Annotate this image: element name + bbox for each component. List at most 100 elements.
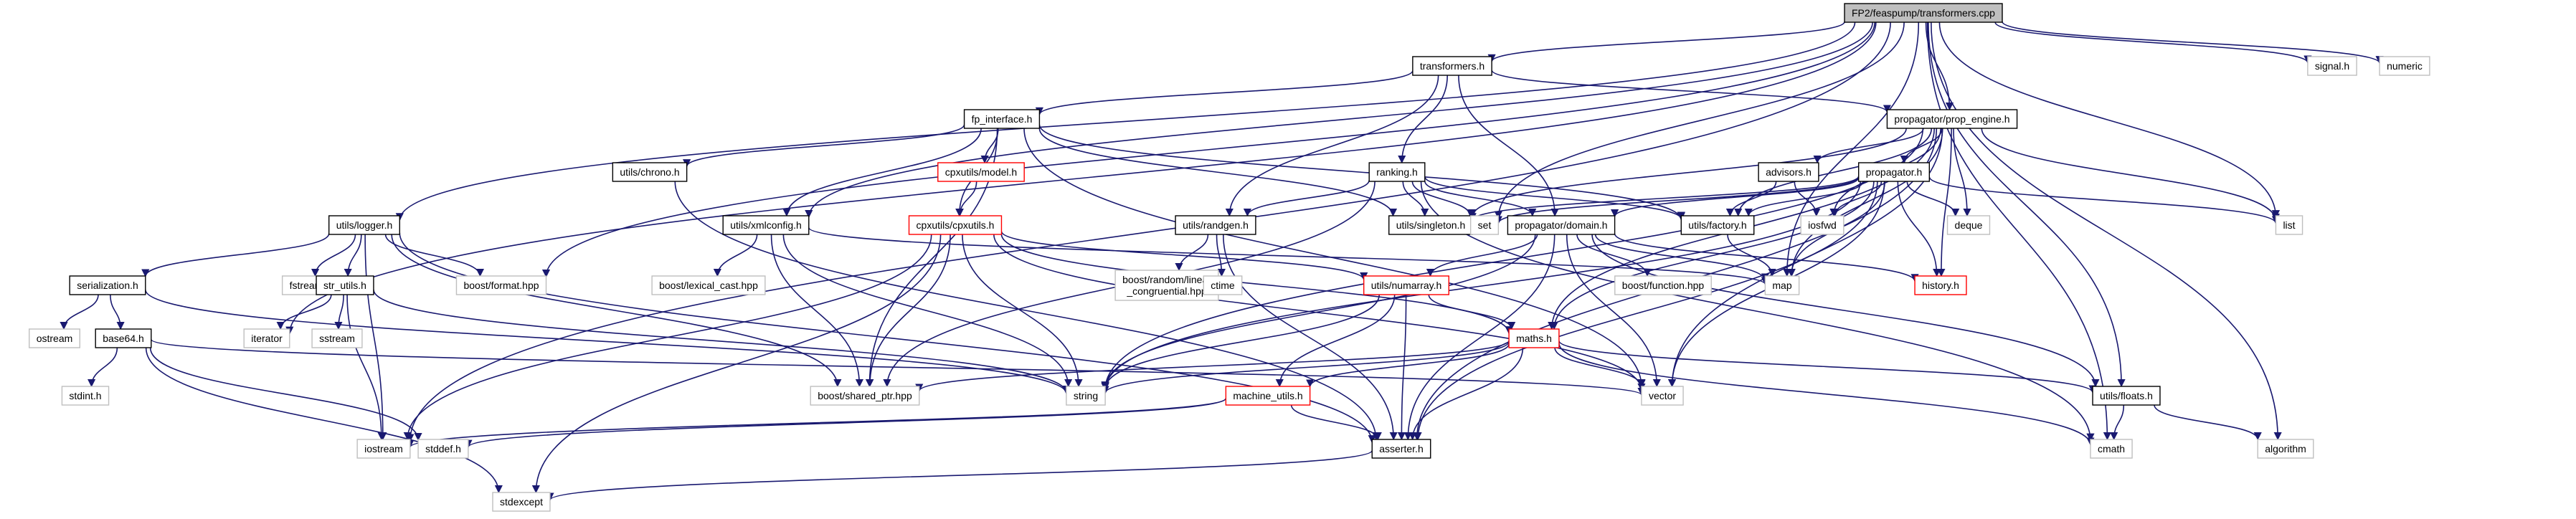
node-box	[1914, 275, 1967, 295]
node-transformers[interactable]: transformers.h	[1412, 56, 1492, 76]
node-numeric[interactable]: numeric	[2379, 56, 2430, 76]
node-stdint[interactable]: stdint.h	[61, 386, 110, 406]
node-label: str_utils.h	[323, 280, 366, 291]
edge-root-to-algorithm	[1931, 22, 2282, 441]
node-iosfwd[interactable]: iosfwd	[1800, 215, 1845, 235]
node-label: iosfwd	[1808, 219, 1837, 231]
node-xmlconfig[interactable]: utils/xmlconfig.h	[722, 215, 810, 235]
edge-ranking-to-singleton	[1402, 181, 1429, 217]
node-label: base64.h	[103, 333, 144, 344]
node-ctime[interactable]: ctime	[1203, 275, 1243, 295]
edge-prop-engine-to-list	[1981, 128, 2280, 222]
node-model[interactable]: cpxutils/model.h	[937, 162, 1025, 182]
node-vector[interactable]: vector	[1641, 386, 1684, 406]
node-deque[interactable]: deque	[1946, 215, 1991, 235]
node-boost-function[interactable]: boost/function.hpp	[1614, 275, 1712, 295]
node-label: set	[1478, 219, 1492, 231]
node-box	[1946, 215, 1991, 235]
edge-transformers-to-prop-engine	[1491, 70, 1891, 113]
node-domain[interactable]: propagator/domain.h	[1507, 215, 1616, 235]
node-boost-shared[interactable]: boost/shared_ptr.hpp	[810, 386, 920, 406]
node-string[interactable]: string	[1066, 386, 1106, 406]
node-boost-random[interactable]: boost/random/linear _congruential.hpp	[1114, 270, 1219, 301]
node-fp-interface[interactable]: fp_interface.h	[963, 109, 1041, 129]
node-cmath[interactable]: cmath	[2090, 439, 2133, 459]
node-box	[2090, 439, 2133, 459]
node-randgen[interactable]: utils/randgen.h	[1175, 215, 1256, 235]
node-stddef[interactable]: stddef.h	[417, 439, 469, 459]
node-label: map	[1772, 280, 1791, 291]
node-base64[interactable]: base64.h	[95, 328, 152, 348]
node-sstream[interactable]: sstream	[311, 328, 363, 348]
node-label: asserter.h	[1379, 443, 1423, 454]
edge-model-to-cpxutils	[955, 181, 977, 217]
edge-numarray-to-machine-utils	[1275, 294, 1396, 388]
edge-fp-interface-to-singleton	[1038, 128, 1397, 217]
node-box	[1469, 215, 1500, 235]
node-serialization[interactable]: serialization.h	[69, 275, 146, 295]
node-map[interactable]: map	[1764, 275, 1800, 295]
node-str-utils[interactable]: str_utils.h	[316, 275, 374, 295]
node-boost-format[interactable]: boost/format.hpp	[455, 275, 547, 295]
node-prop-engine[interactable]: propagator/prop_engine.h	[1886, 109, 2018, 129]
node-layer: FP2/feaspump/transformers.cpp transformer…	[29, 3, 2430, 512]
node-asserter[interactable]: asserter.h	[1371, 439, 1431, 459]
node-algorithm[interactable]: algorithm	[2257, 439, 2314, 459]
node-box	[612, 162, 688, 182]
node-box	[908, 215, 1003, 235]
node-label: boost/random/linear _congruential.hpp	[1122, 274, 1211, 297]
node-logger[interactable]: utils/logger.h	[328, 215, 401, 235]
node-box	[311, 328, 363, 348]
node-chrono[interactable]: utils/chrono.h	[612, 162, 688, 182]
node-stdexcept[interactable]: stdexcept	[492, 492, 551, 512]
edge-str-utils-to-string	[373, 289, 1071, 394]
edge-logger-to-iostream	[364, 234, 387, 441]
node-numarray[interactable]: utils/numarray.h	[1363, 275, 1449, 295]
node-iterator[interactable]: iterator	[243, 328, 290, 348]
node-boost-lexical[interactable]: boost/lexical_cast.hpp	[651, 275, 766, 295]
node-label: utils/floats.h	[2100, 390, 2153, 401]
node-machine-utils[interactable]: machine_utils.h	[1225, 386, 1311, 406]
edge-serialization-to-base64	[110, 294, 125, 330]
node-box	[492, 492, 551, 512]
node-label: cpxutils/cpxutils.h	[917, 219, 995, 231]
node-signal[interactable]: signal.h	[2307, 56, 2357, 76]
node-label: stddef.h	[425, 443, 461, 454]
node-ostream[interactable]: ostream	[29, 328, 80, 348]
node-maths[interactable]: maths.h	[1508, 328, 1560, 348]
edge-prop-engine-to-map	[1787, 128, 1943, 277]
node-cpxutils[interactable]: cpxutils/cpxutils.h	[908, 215, 1003, 235]
edge-base64-to-stdint	[87, 347, 118, 388]
node-history[interactable]: history.h	[1914, 275, 1967, 295]
node-label: utils/logger.h	[336, 219, 393, 231]
node-factory[interactable]: utils/factory.h	[1680, 215, 1755, 235]
node-ranking[interactable]: ranking.h	[1368, 162, 1426, 182]
edge-root-to-transformers	[1487, 21, 1845, 62]
edge-randgen-to-boost-random	[1175, 234, 1209, 272]
node-box	[29, 328, 80, 348]
node-label: utils/singleton.h	[1396, 219, 1466, 231]
node-singleton[interactable]: utils/singleton.h	[1388, 215, 1473, 235]
node-box	[1857, 162, 1931, 182]
node-box	[328, 215, 401, 235]
node-label: boost/shared_ptr.hpp	[818, 390, 912, 401]
node-box	[2275, 215, 2303, 235]
edge-propagator-to-factory	[1744, 181, 1864, 217]
node-iostream[interactable]: iostream	[356, 439, 411, 459]
edge-numarray-to-maths	[1428, 294, 1516, 330]
node-box	[1758, 162, 1819, 182]
node-advisors[interactable]: advisors.h	[1758, 162, 1819, 182]
edge-cpxutils-to-stdexcept	[531, 234, 942, 494]
node-list[interactable]: list	[2275, 215, 2303, 235]
node-floats[interactable]: utils/floats.h	[2092, 386, 2161, 406]
node-label: iostream	[364, 443, 403, 454]
node-box	[1886, 109, 2018, 129]
node-label: cmath	[2098, 443, 2125, 454]
node-box	[810, 386, 920, 406]
node-propagator[interactable]: propagator.h	[1857, 162, 1931, 182]
edge-logger-to-asserter	[399, 232, 1376, 444]
node-root[interactable]: FP2/feaspump/transformers.cpp	[1844, 3, 2003, 23]
node-box	[1363, 275, 1449, 295]
node-set[interactable]: set	[1469, 215, 1500, 235]
